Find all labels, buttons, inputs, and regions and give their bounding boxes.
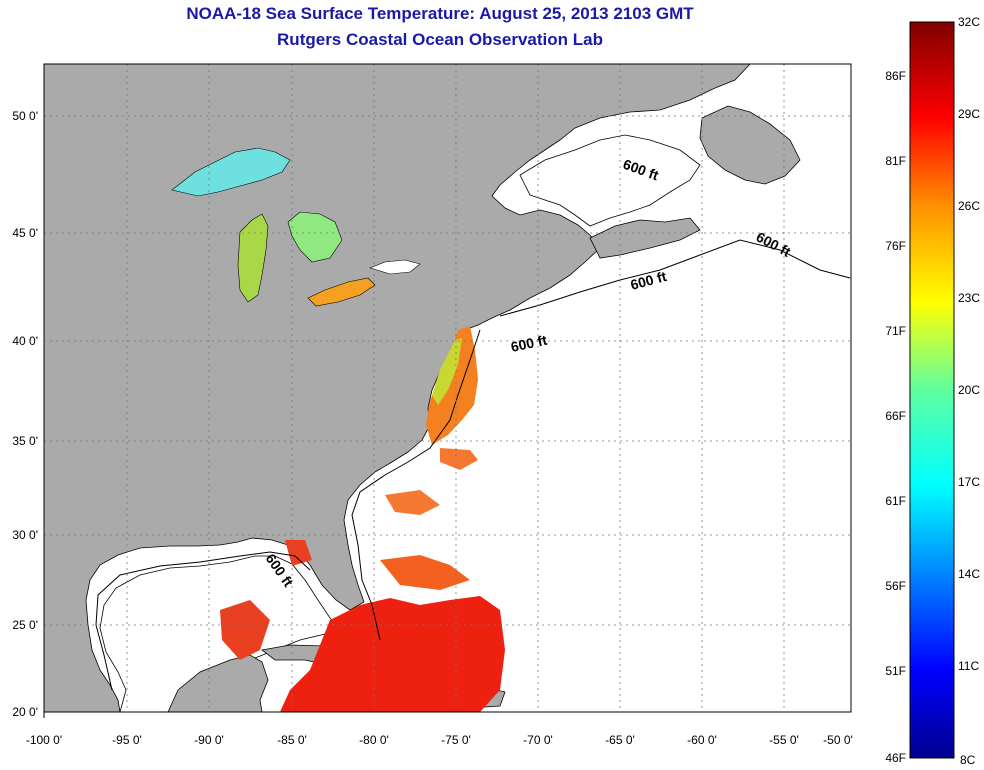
- colorbar-fahrenheit-label: 56F: [885, 579, 906, 593]
- map-title: NOAA-18 Sea Surface Temperature: August …: [186, 4, 694, 23]
- lat-tick-label: 20 0': [12, 705, 38, 719]
- lon-tick-label: -50 0': [823, 733, 853, 747]
- colorbar-celsius-label: 14C: [958, 567, 980, 581]
- colorbar-fahrenheit-label: 46F: [885, 751, 906, 765]
- lon-tick-label: -60 0': [687, 733, 717, 747]
- lon-tick-label: -85 0': [277, 733, 307, 747]
- map-subtitle: Rutgers Coastal Ocean Observation Lab: [277, 30, 603, 49]
- lon-tick-label: -70 0': [523, 733, 553, 747]
- colorbar: 32C 29C 26C 23C 20C 17C 14C 11C 8C 86F 8…: [885, 15, 980, 767]
- latitude-axis: 50 0' 45 0' 40 0' 35 0' 30 0' 25 0' 20 0…: [12, 109, 38, 719]
- colorbar-celsius-label: 11C: [958, 659, 979, 673]
- longitude-axis: -100 0' -95 0' -90 0' -85 0' -80 0' -75 …: [26, 712, 853, 747]
- colorbar-fahrenheit-label: 81F: [885, 154, 906, 168]
- sst-florida-straits: [380, 555, 470, 590]
- land-yucatan: [167, 654, 269, 712]
- map-frame: [43, 63, 852, 713]
- sst-gulf-patches: [220, 540, 312, 660]
- colorbar-celsius-label: 20C: [958, 383, 980, 397]
- lat-tick-label: 25 0': [12, 618, 38, 632]
- lon-tick-label: -80 0': [359, 733, 389, 747]
- lake-huron: [287, 211, 343, 263]
- land-newfoundland: [699, 105, 801, 185]
- sst-mid-atlantic-swath: [426, 326, 478, 445]
- colorbar-fahrenheit-label: 86F: [885, 69, 906, 83]
- lon-tick-label: -55 0': [769, 733, 799, 747]
- colorbar-fahrenheit-label: 71F: [885, 324, 906, 338]
- lat-tick-label: 35 0': [12, 434, 38, 448]
- colorbar-fahrenheit-label: 51F: [885, 664, 906, 678]
- colorbar-celsius-label: 32C: [958, 15, 980, 29]
- lat-tick-label: 30 0': [12, 528, 38, 542]
- colorbar-celsius-label: 8C: [960, 753, 976, 767]
- colorbar-celsius-label: 23C: [958, 291, 980, 305]
- land-nova-scotia: [589, 217, 701, 259]
- lat-tick-label: 45 0': [12, 226, 38, 240]
- lon-tick-label: -100 0': [26, 733, 62, 747]
- gulf-of-st-lawrence: [519, 134, 701, 227]
- lon-tick-label: -90 0': [194, 733, 224, 747]
- colorbar-fahrenheit-label: 66F: [885, 409, 906, 423]
- colorbar-celsius-label: 17C: [958, 475, 980, 489]
- lat-tick-label: 50 0': [12, 109, 38, 123]
- colorbar-gradient: [909, 21, 955, 759]
- grid: [44, 64, 851, 712]
- lon-tick-label: -95 0': [112, 733, 142, 747]
- sst-bahamas-swath: [280, 596, 505, 712]
- colorbar-celsius-label: 29C: [958, 107, 980, 121]
- sst-carolina-patches: [385, 448, 478, 515]
- sst-mid-atlantic-inner: [432, 338, 462, 405]
- colorbar-fahrenheit-label: 76F: [885, 239, 906, 253]
- lake-ontario: [369, 259, 421, 275]
- map-content: [44, 64, 851, 712]
- isobath-600ft-ne: [499, 239, 851, 317]
- lake-michigan: [237, 213, 269, 303]
- colorbar-fahrenheit-label: 61F: [885, 494, 906, 508]
- land-north-america: [44, 64, 751, 712]
- colorbar-celsius-label: 26C: [958, 199, 980, 213]
- lake-superior: [171, 147, 291, 197]
- lat-tick-label: 40 0': [12, 334, 38, 348]
- lake-erie: [307, 277, 376, 307]
- depth-label: 600 ft: [509, 332, 548, 355]
- lon-tick-label: -75 0': [441, 733, 471, 747]
- isobath-600ft: [351, 329, 481, 641]
- lon-tick-label: -65 0': [605, 733, 635, 747]
- isobath-600ft-gulf: [95, 551, 311, 691]
